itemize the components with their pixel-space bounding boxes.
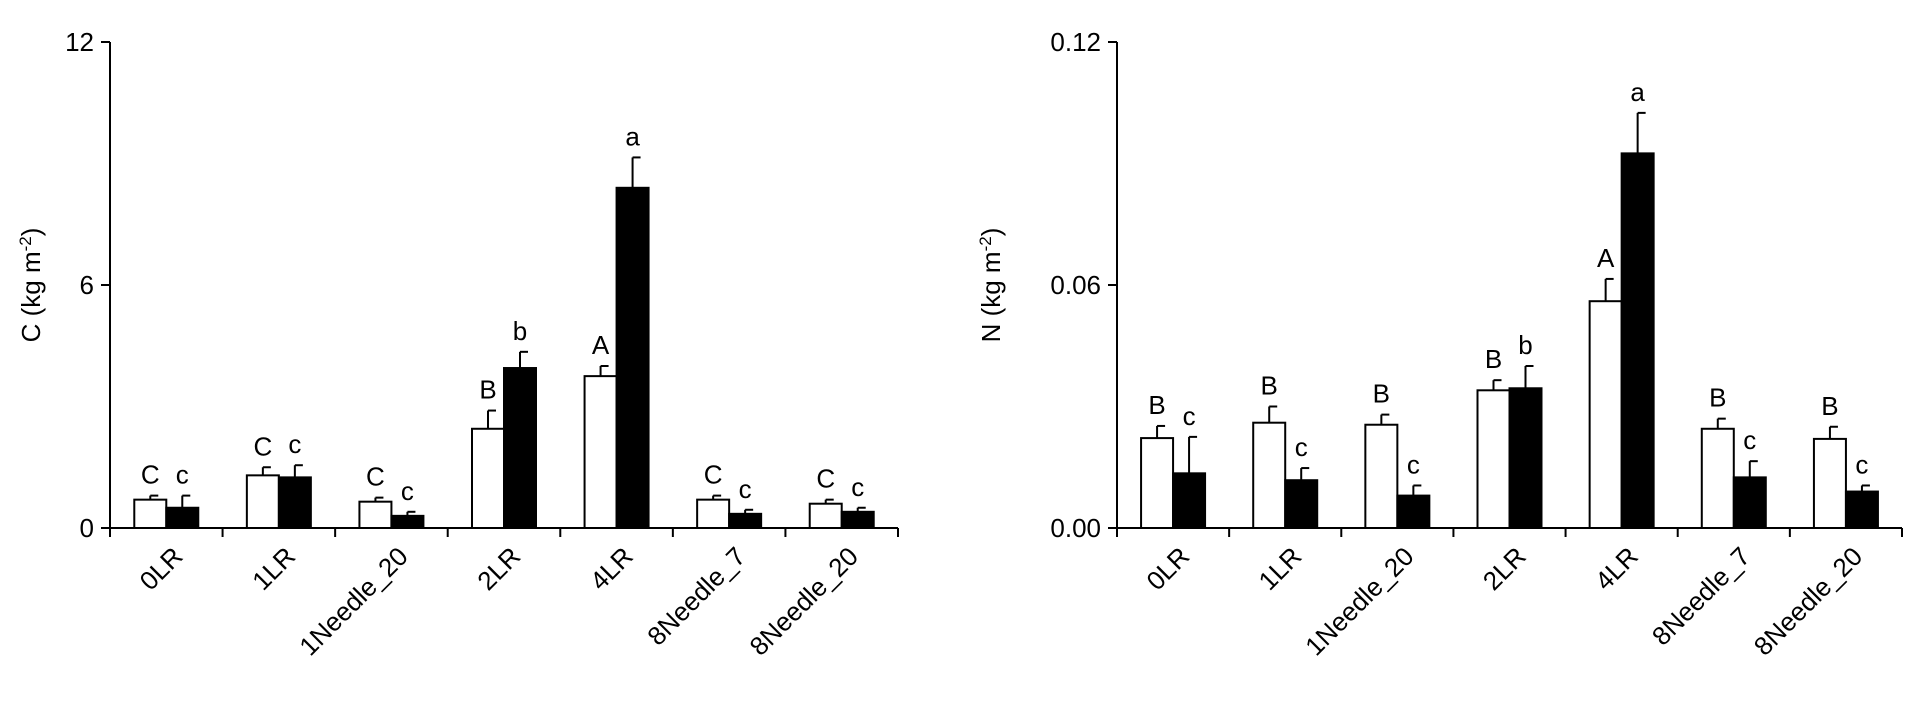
bar-open [696,498,731,529]
significance-label: c [739,474,752,504]
y-axis-label-main: C (kg m [16,251,46,342]
bar-filled [165,506,200,529]
x-category-label: 1LR [1253,541,1308,596]
y-axis-label-sup: -2 [976,236,995,251]
bar-filled [615,186,650,530]
bar-open [1588,300,1623,530]
significance-label: c [851,472,864,502]
x-category-label: 8Needle_7 [1646,541,1756,651]
y-axis-label: N (kg m-2) [976,228,1007,343]
significance-label: c [401,476,414,506]
x-category-label: 1LR [246,541,301,596]
x-category-label: 1Needle_20 [1299,541,1419,661]
x-category-label: 0LR [1140,541,1195,596]
significance-label: B [479,375,496,405]
y-axis-label-sup: -2 [16,236,35,251]
significance-label: c [1295,432,1308,462]
significance-label: c [1183,401,1196,431]
y-axis-label-main: N (kg m [976,251,1006,342]
y-axis-label-close: ) [976,228,1006,237]
y-tick-label: 0.12 [1050,27,1101,57]
significance-label: b [1518,330,1532,360]
significance-label: B [1821,391,1838,421]
significance-label: A [1597,243,1615,273]
y-tick-label: 0.00 [1050,513,1101,543]
bar-open [1364,423,1399,530]
bar-open [1700,427,1735,529]
significance-label: c [1743,425,1756,455]
significance-label: c [1855,449,1868,479]
x-category-label: 8Needle_20 [744,541,864,661]
x-category-label: 4LR [1589,541,1644,596]
bar-filled [1732,476,1767,529]
x-category-label: 2LR [471,541,526,596]
bar-filled [1396,494,1431,530]
significance-label: a [625,121,640,151]
bar-filled [1508,387,1543,529]
significance-label: a [1630,77,1645,107]
significance-label: B [1709,383,1726,413]
significance-label: b [513,316,527,346]
bar-filled [1284,479,1319,529]
bar-open [1812,437,1847,529]
bar-open [808,502,843,530]
bar-filled [1844,490,1879,529]
y-tick-label: 0 [80,513,94,543]
x-category-label: 0LR [134,541,189,596]
bar-filled [728,512,763,530]
significance-label: C [141,460,160,490]
bar-open [471,427,505,529]
significance-label: C [704,460,723,490]
x-category-label: 1Needle_20 [293,541,413,661]
bar-open [1140,437,1175,529]
bar-open [1252,421,1287,530]
bar-filled [390,514,425,529]
x-category-label: 2LR [1477,541,1532,596]
x-category-label: 8Needle_7 [641,541,751,651]
y-tick-label: 6 [80,270,94,300]
y-axis-label-close: ) [16,228,46,237]
significance-label: C [816,464,835,494]
bar-open [133,498,168,529]
bar-filled [840,510,875,529]
significance-label: C [253,431,272,461]
bar-open [1476,389,1511,529]
bar-open [358,500,393,529]
x-category-label: 4LR [584,541,639,596]
significance-label: A [592,330,610,360]
significance-label: c [176,460,189,490]
significance-label: B [1148,390,1165,420]
significance-label: c [1407,449,1420,479]
bar-filled [277,476,312,529]
x-category-label: 8Needle_20 [1748,541,1868,661]
bar-filled [503,367,537,529]
bar-open [583,375,618,529]
significance-label: c [288,429,301,459]
y-tick-label: 12 [65,27,94,57]
significance-label: B [1373,379,1390,409]
significance-label: B [1485,344,1502,374]
y-axis-label: C (kg m-2) [16,228,47,343]
y-tick-label: 0.06 [1050,270,1101,300]
significance-label: B [1261,371,1278,401]
bar-open [245,474,280,530]
bar-filled [1172,472,1207,530]
bar-filled [1620,152,1655,529]
significance-label: C [366,462,385,492]
